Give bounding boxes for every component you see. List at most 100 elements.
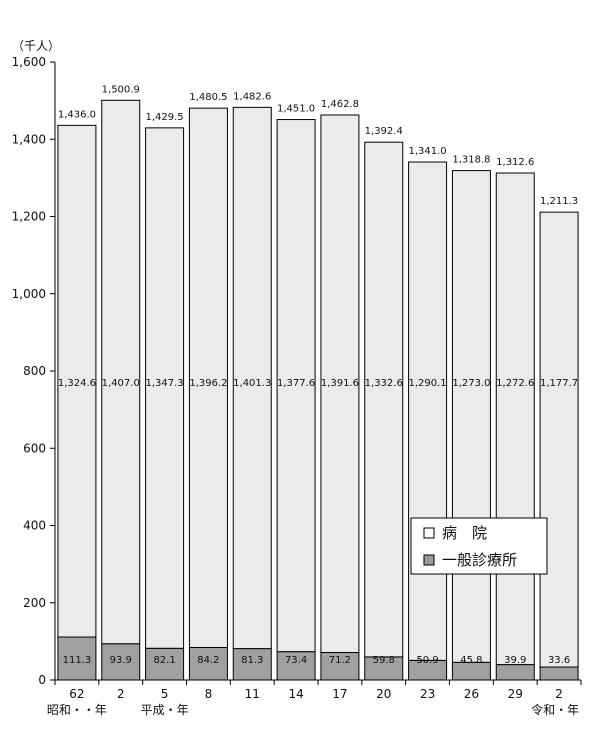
y-axis-ticks: 0 200 400 600 800 1,000 1,200 1,400 1,600 xyxy=(12,55,55,687)
bar-group: 1,451.0 1,377.6 73.4 xyxy=(276,104,316,681)
total-label: 1,312.6 xyxy=(496,157,534,168)
clinic-value-label: 50.9 xyxy=(416,655,438,666)
x-tick-label: 2 xyxy=(555,687,563,701)
y-tick-label: 600 xyxy=(23,441,46,455)
x-tick-label: 26 xyxy=(464,687,479,701)
bar-group: 1,500.9 1,407.0 93.9 xyxy=(101,84,141,681)
hospital-value-label: 1,401.3 xyxy=(233,378,271,389)
bar-clinic xyxy=(101,643,141,681)
y-tick-label: 800 xyxy=(23,364,46,378)
x-tick-label: 5 xyxy=(161,687,169,701)
hospital-value-label: 1,347.3 xyxy=(145,378,183,389)
era-labels: 昭和・・年 平成・年 令和・年 xyxy=(47,702,579,717)
x-tick-label: 29 xyxy=(508,687,523,701)
bar-clinic xyxy=(495,664,535,681)
bar-hospital xyxy=(539,211,579,668)
era-label: 平成・年 xyxy=(141,703,189,717)
hospital-value-label: 1,272.6 xyxy=(496,378,534,389)
total-label: 1,462.8 xyxy=(321,99,359,110)
x-tick-label: 2 xyxy=(117,687,125,701)
bar-group: 1,429.5 1,347.3 82.1 xyxy=(145,112,185,681)
bar-hospital xyxy=(276,119,316,653)
y-tick-label: 1,200 xyxy=(12,210,46,224)
x-tick-label: 14 xyxy=(288,687,303,701)
bar-group: 1,462.8 1,391.6 71.2 xyxy=(320,99,360,681)
x-tick-label: 11 xyxy=(245,687,260,701)
x-tick-label: 20 xyxy=(376,687,391,701)
legend-swatch-hospital xyxy=(423,527,435,539)
era-label: 昭和・・年 xyxy=(47,703,107,717)
y-tick-label: 1,600 xyxy=(12,55,46,69)
hospital-value-label: 1,290.1 xyxy=(408,378,446,389)
total-label: 1,451.0 xyxy=(277,104,315,115)
bar-hospital xyxy=(232,106,272,650)
bar-group: 1,480.5 1,396.2 84.2 xyxy=(188,92,228,681)
legend-swatch-clinic xyxy=(423,554,435,566)
clinic-value-label: 33.6 xyxy=(548,655,570,666)
legend-label-clinic: 一般診療所 xyxy=(442,551,517,569)
y-tick-label: 200 xyxy=(23,596,46,610)
bars: 1,436.0 1,324.6 111.3 1,500.9 1,407.0 93.9 1,4… xyxy=(57,84,579,681)
bar-group: 1,482.6 1,401.3 81.3 xyxy=(232,91,272,681)
bar-clinic xyxy=(145,647,185,681)
total-label: 1,482.6 xyxy=(233,91,271,102)
total-label: 1,480.5 xyxy=(189,92,227,103)
bar-group: 1,211.3 1,177.7 33.6 xyxy=(539,196,579,681)
bar-hospital xyxy=(57,124,97,638)
bar-group: 1,392.4 1,332.6 59.8 xyxy=(364,126,404,681)
hospital-value-label: 1,332.6 xyxy=(365,378,403,389)
x-tick-label: 23 xyxy=(420,687,435,701)
x-tick-label: 17 xyxy=(332,687,347,701)
total-label: 1,500.9 xyxy=(102,84,140,95)
legend: 病 院 一般診療所 xyxy=(410,517,548,575)
clinic-value-label: 59.8 xyxy=(373,655,395,666)
total-label: 1,429.5 xyxy=(145,112,183,123)
bar-group: 1,436.0 1,324.6 111.3 xyxy=(57,109,97,681)
clinic-value-label: 39.9 xyxy=(504,655,526,666)
bar-hospital xyxy=(188,107,228,648)
total-label: 1,392.4 xyxy=(365,126,403,137)
y-tick-label: 1,400 xyxy=(12,132,46,146)
total-label: 1,341.0 xyxy=(408,146,446,157)
hospital-value-label: 1,177.7 xyxy=(540,378,578,389)
bar-hospital xyxy=(145,127,185,649)
y-tick-label: 1,000 xyxy=(12,287,46,301)
clinic-value-label: 84.2 xyxy=(197,655,219,666)
bar-hospital xyxy=(495,172,535,666)
total-label: 1,211.3 xyxy=(540,196,578,207)
era-label: 令和・年 xyxy=(531,702,579,717)
bar-group: 1,312.6 1,272.6 39.9 xyxy=(495,157,535,681)
total-label: 1,318.8 xyxy=(452,155,490,166)
bar-group: 1,341.0 1,290.1 50.9 xyxy=(408,146,448,681)
y-tick-label: 0 xyxy=(38,673,46,687)
hospital-value-label: 1,407.0 xyxy=(102,378,140,389)
x-tick-label: 8 xyxy=(205,687,213,701)
total-label: 1,436.0 xyxy=(58,109,96,120)
hospital-value-label: 1,324.6 xyxy=(58,378,96,389)
x-tick-label: 62 xyxy=(69,687,84,701)
bar-group: 1,318.8 1,273.0 45.8 xyxy=(451,155,491,681)
clinic-value-label: 93.9 xyxy=(110,655,132,666)
clinic-value-label: 111.3 xyxy=(63,655,92,666)
bar-clinic xyxy=(320,651,360,681)
bar-hospital xyxy=(451,170,491,663)
bar-clinic xyxy=(539,666,579,681)
clinic-value-label: 81.3 xyxy=(241,655,263,666)
y-unit-label: （千人） xyxy=(12,39,60,53)
hospital-value-label: 1,273.0 xyxy=(452,378,490,389)
clinic-value-label: 45.8 xyxy=(460,655,482,666)
legend-label-hospital: 病 院 xyxy=(442,524,487,542)
bar-clinic xyxy=(276,651,316,681)
bar-hospital xyxy=(408,161,448,661)
x-axis-ticks: 62 2 5 8 11 14 17 20 23 26 29 2 xyxy=(54,680,582,701)
bar-hospital xyxy=(101,99,141,645)
hospital-value-label: 1,377.6 xyxy=(277,378,315,389)
hospital-value-label: 1,396.2 xyxy=(189,378,227,389)
bar-hospital xyxy=(320,114,360,653)
clinic-value-label: 82.1 xyxy=(153,655,175,666)
clinic-value-label: 73.4 xyxy=(285,655,307,666)
hospital-value-label: 1,391.6 xyxy=(321,378,359,389)
bar-hospital xyxy=(364,141,404,658)
